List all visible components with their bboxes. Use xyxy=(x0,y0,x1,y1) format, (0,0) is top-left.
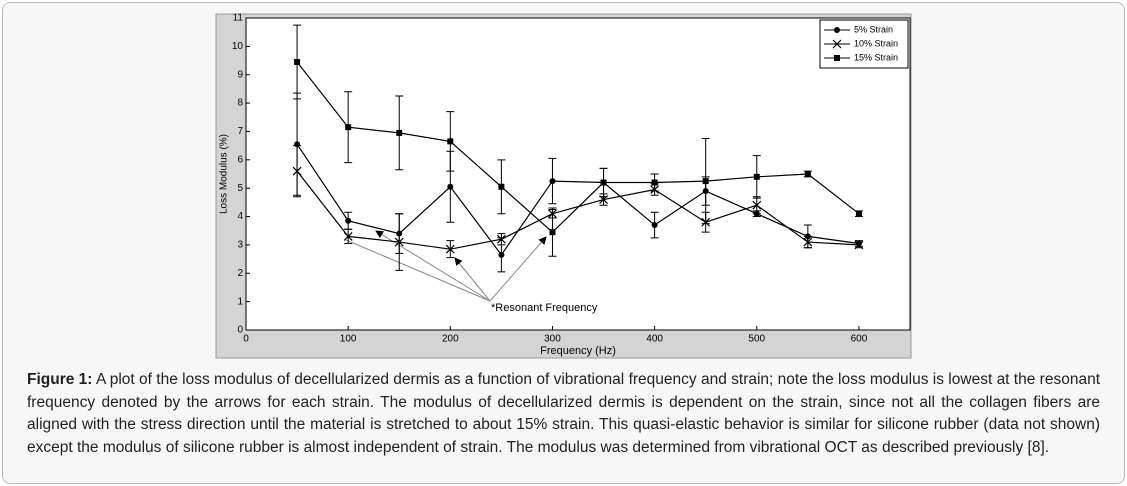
x-tick-label: 100 xyxy=(340,334,357,345)
point xyxy=(445,244,455,254)
legend-marker xyxy=(834,27,840,33)
legend-label: 10% Strain xyxy=(854,38,898,48)
point xyxy=(803,237,813,247)
point xyxy=(394,237,404,247)
point xyxy=(292,166,302,176)
point xyxy=(651,179,658,186)
caption-text: A plot of the loss modulus of decellular… xyxy=(27,371,1100,456)
point xyxy=(496,234,506,244)
point xyxy=(498,251,505,258)
legend-label: 15% Strain xyxy=(854,52,898,62)
y-tick-label: 5 xyxy=(237,183,243,194)
y-tick-label: 10 xyxy=(232,41,244,52)
point xyxy=(651,222,658,229)
y-tick-label: 6 xyxy=(237,154,243,165)
y-tick-label: 8 xyxy=(237,98,243,109)
point xyxy=(498,183,505,190)
y-tick-label: 11 xyxy=(233,13,244,24)
point xyxy=(294,58,301,65)
point xyxy=(396,129,403,136)
point xyxy=(447,138,454,145)
x-tick-label: 200 xyxy=(442,334,459,345)
y-tick-label: 2 xyxy=(237,268,243,279)
point xyxy=(753,173,760,180)
point xyxy=(804,171,811,177)
annotation: *Resonant Frequency xyxy=(491,302,598,314)
legend-marker xyxy=(834,55,840,61)
point xyxy=(549,229,556,236)
y-axis-label: Loss Modulus (%) xyxy=(219,134,230,214)
series-line xyxy=(296,61,860,233)
y-tick-label: 7 xyxy=(237,126,243,137)
y-tick-label: 1 xyxy=(237,296,243,307)
legend-label: 5% Strain xyxy=(854,24,893,34)
legend-marker xyxy=(832,39,842,49)
annotation-arrows xyxy=(345,230,547,302)
point xyxy=(702,178,709,185)
y-tick-label: 0 xyxy=(237,325,243,336)
x-tick-label: 500 xyxy=(748,334,765,345)
y-tick-label: 3 xyxy=(237,240,243,251)
y-tick-label: 4 xyxy=(237,211,243,222)
point xyxy=(854,240,864,250)
x-tick-label: 400 xyxy=(646,334,663,345)
chart: *Resonant Frequency Frequency (Hz) Loss … xyxy=(215,13,912,359)
x-axis-label: Frequency (Hz) xyxy=(540,345,616,357)
point xyxy=(343,231,353,241)
caption-label: Figure 1: xyxy=(27,371,93,388)
point xyxy=(345,217,352,224)
x-tick-label: 0 xyxy=(243,334,249,345)
point xyxy=(447,183,454,190)
y-tick-label: 9 xyxy=(237,69,243,80)
point xyxy=(752,200,762,210)
x-tick-label: 600 xyxy=(851,334,868,345)
caption: Figure 1: A plot of the loss modulus of … xyxy=(27,369,1100,459)
point xyxy=(600,179,607,186)
point xyxy=(855,210,862,217)
x-tick-label: 300 xyxy=(544,334,561,345)
point xyxy=(549,178,556,185)
series-line xyxy=(296,143,860,256)
point xyxy=(345,124,352,131)
